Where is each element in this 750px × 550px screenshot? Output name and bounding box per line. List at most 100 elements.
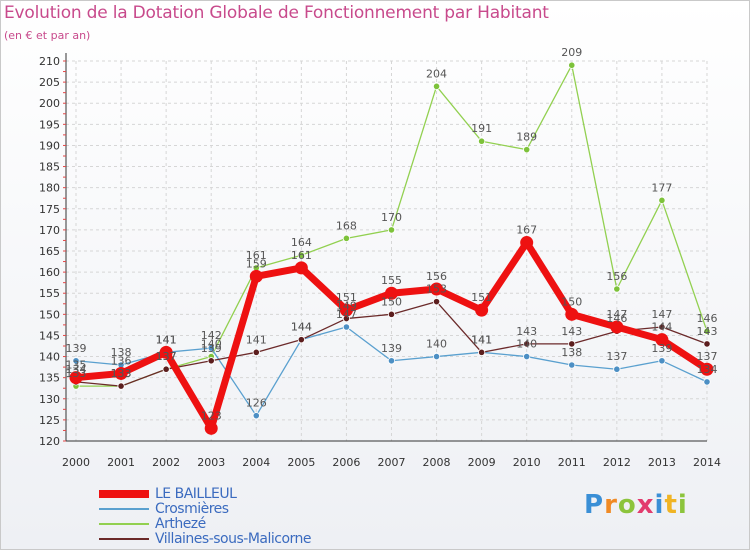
data-label: 134 <box>66 363 87 376</box>
data-label: 139 <box>381 342 402 355</box>
data-point <box>162 365 170 373</box>
data-label: 136 <box>111 354 132 367</box>
data-point <box>342 323 351 331</box>
data-label: 139 <box>201 342 222 355</box>
data-label: 133 <box>111 367 132 380</box>
data-label: 144 <box>291 321 312 334</box>
data-label: 191 <box>471 122 492 135</box>
y-tick-label: 150 <box>39 308 60 321</box>
data-label: 137 <box>696 350 717 363</box>
y-tick-label: 160 <box>39 266 60 279</box>
data-label: 142 <box>201 329 222 342</box>
x-tick-label: 2000 <box>62 456 90 469</box>
x-tick-label: 2006 <box>332 456 360 469</box>
data-label: 159 <box>246 257 267 270</box>
data-point <box>568 340 576 348</box>
x-tick-label: 2004 <box>242 456 270 469</box>
data-label: 151 <box>471 291 492 304</box>
data-point <box>294 261 308 275</box>
proxiti-logo: Proxiti <box>584 490 688 520</box>
data-label: 146 <box>606 312 627 325</box>
legend-swatch <box>99 523 149 525</box>
data-label: 147 <box>606 308 627 321</box>
data-label: 147 <box>651 308 672 321</box>
y-tick-label: 170 <box>39 224 60 237</box>
chart-title: Evolution de la Dotation Globale de Fonc… <box>4 3 549 23</box>
data-point <box>249 269 263 283</box>
data-point <box>523 146 531 154</box>
data-point <box>703 378 711 386</box>
data-point <box>207 357 215 365</box>
legend-label: Arthezé <box>155 516 206 532</box>
x-tick-label: 2012 <box>603 456 631 469</box>
legend-label: Crosmières <box>155 501 229 517</box>
x-tick-label: 2001 <box>107 456 135 469</box>
data-label: 141 <box>471 333 492 346</box>
data-point <box>478 348 486 356</box>
x-tick-label: 2007 <box>377 456 405 469</box>
data-label: 139 <box>651 342 672 355</box>
x-tick-label: 2014 <box>693 456 721 469</box>
logo-letter: i <box>677 490 688 520</box>
data-point <box>387 226 396 234</box>
data-point <box>478 137 486 145</box>
data-label: 143 <box>561 325 582 338</box>
y-tick-label: 195 <box>39 118 60 131</box>
data-label: 140 <box>426 338 447 351</box>
data-label: 139 <box>66 342 87 355</box>
data-label: 126 <box>246 397 267 410</box>
x-tick-label: 2002 <box>152 456 180 469</box>
data-label: 156 <box>606 270 627 283</box>
legend-label: Villaines-sous-Malicorne <box>155 531 312 547</box>
data-label: 138 <box>111 346 132 359</box>
data-point <box>432 82 441 90</box>
data-point <box>658 357 666 365</box>
data-label: 161 <box>291 249 312 262</box>
chart-subtitle: (en € et par an) <box>4 29 91 42</box>
y-tick-label: 130 <box>39 393 60 406</box>
data-point <box>159 345 173 359</box>
data-point <box>520 236 534 250</box>
legend-swatch <box>99 538 149 540</box>
data-point <box>700 362 714 376</box>
data-label: 155 <box>381 274 402 287</box>
data-point <box>655 333 669 347</box>
data-point <box>342 234 351 242</box>
data-point <box>610 320 624 334</box>
logo-letter: P <box>584 490 605 520</box>
data-point <box>117 382 125 390</box>
data-point <box>69 371 83 385</box>
data-label: 133 <box>111 367 132 380</box>
x-tick-label: 2005 <box>287 456 315 469</box>
data-label: 133 <box>66 367 87 380</box>
data-label: 137 <box>606 350 627 363</box>
data-label: 143 <box>696 325 717 338</box>
data-point <box>297 336 305 344</box>
x-tick-label: 2009 <box>468 456 496 469</box>
data-label: 204 <box>426 67 447 80</box>
data-label: 150 <box>381 295 402 308</box>
x-tick-label: 2010 <box>513 456 541 469</box>
y-tick-label: 180 <box>39 182 60 195</box>
data-point <box>568 361 576 369</box>
data-label: 137 <box>156 350 177 363</box>
data-point <box>703 327 711 335</box>
data-point <box>430 282 444 296</box>
data-label: 141 <box>156 333 177 346</box>
data-point <box>252 348 260 356</box>
y-tick-label: 175 <box>39 203 60 216</box>
y-tick-label: 200 <box>39 97 60 110</box>
data-label: 141 <box>246 333 267 346</box>
y-tick-label: 135 <box>39 372 60 385</box>
x-tick-label: 2008 <box>423 456 451 469</box>
data-point <box>387 310 396 318</box>
logo-letter: r <box>604 490 618 520</box>
data-label: 140 <box>201 338 222 351</box>
data-label: 141 <box>156 333 177 346</box>
data-label: 146 <box>696 312 717 325</box>
data-point <box>339 303 353 317</box>
y-tick-label: 120 <box>39 435 60 448</box>
data-label: 164 <box>291 236 312 249</box>
